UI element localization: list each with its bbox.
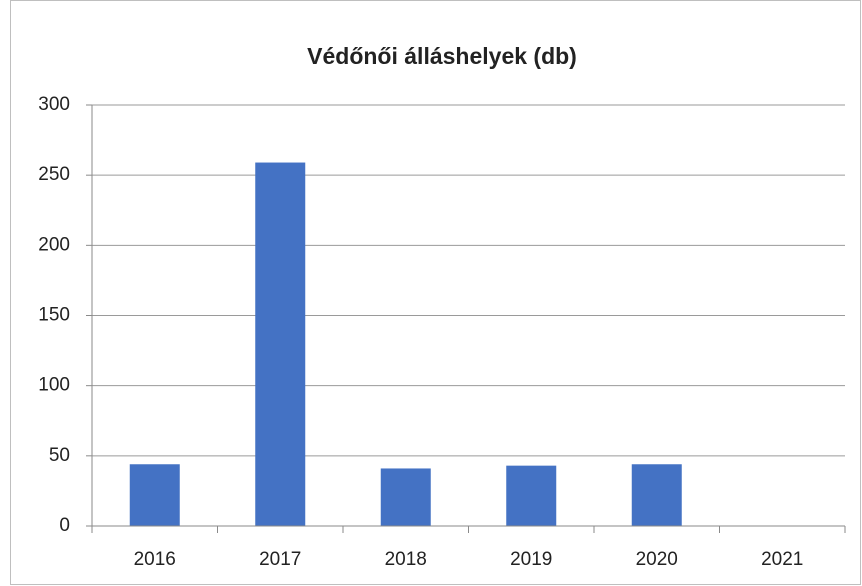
bar [129, 464, 180, 526]
bar [255, 162, 306, 526]
y-tick-label: 100 [38, 375, 70, 396]
y-tick-label: 150 [38, 305, 70, 326]
y-tick-label: 250 [38, 164, 70, 185]
y-tick-label: 0 [59, 515, 70, 536]
x-tick-label: 2018 [385, 549, 427, 570]
bar [631, 464, 682, 526]
y-tick-label: 50 [49, 445, 70, 466]
bar [506, 465, 557, 526]
x-tick-label: 2019 [510, 549, 552, 570]
y-tick-label: 300 [38, 94, 70, 115]
x-tick-label: 2016 [134, 549, 176, 570]
x-tick-label: 2021 [761, 549, 803, 570]
chart-title: Védőnői álláshelyek (db) [307, 43, 577, 69]
bar [380, 468, 431, 526]
x-tick-label: 2017 [259, 549, 301, 570]
x-tick-label: 2020 [636, 549, 678, 570]
y-tick-label: 200 [38, 234, 70, 255]
